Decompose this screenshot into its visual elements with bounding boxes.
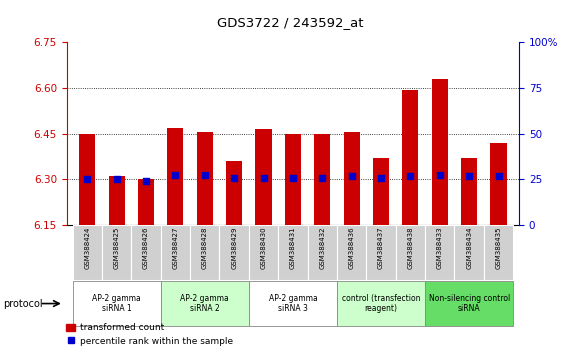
Bar xyxy=(343,132,360,225)
Text: GSM388431: GSM388431 xyxy=(290,227,296,269)
Bar xyxy=(79,133,95,225)
Point xyxy=(494,173,503,179)
Text: GSM388433: GSM388433 xyxy=(437,227,443,269)
Bar xyxy=(425,225,455,280)
Bar xyxy=(491,143,506,225)
Point xyxy=(288,175,298,181)
Bar xyxy=(307,225,337,280)
Bar xyxy=(337,225,367,280)
Bar xyxy=(314,133,331,225)
Text: GSM388434: GSM388434 xyxy=(466,227,472,269)
Point xyxy=(347,173,356,179)
Bar xyxy=(461,158,477,225)
Text: protocol: protocol xyxy=(3,298,42,309)
Text: GSM388430: GSM388430 xyxy=(260,227,267,269)
Point xyxy=(259,175,268,181)
Bar xyxy=(278,225,307,280)
Point xyxy=(142,178,151,184)
Text: GSM388436: GSM388436 xyxy=(349,227,354,269)
Point xyxy=(376,175,386,181)
FancyBboxPatch shape xyxy=(161,281,249,326)
Text: GSM388432: GSM388432 xyxy=(319,227,325,269)
Text: GSM388425: GSM388425 xyxy=(114,227,119,269)
Text: AP-2 gamma
siRNA 1: AP-2 gamma siRNA 1 xyxy=(92,294,141,313)
Bar xyxy=(167,127,183,225)
Point xyxy=(465,173,474,179)
Bar xyxy=(249,225,278,280)
Text: GSM388427: GSM388427 xyxy=(172,227,179,269)
Bar xyxy=(373,158,389,225)
FancyBboxPatch shape xyxy=(425,281,513,326)
Bar xyxy=(72,225,102,280)
Text: GSM388435: GSM388435 xyxy=(495,227,502,269)
FancyBboxPatch shape xyxy=(337,281,425,326)
Text: GDS3722 / 243592_at: GDS3722 / 243592_at xyxy=(217,16,363,29)
Bar xyxy=(190,225,219,280)
Bar xyxy=(102,225,131,280)
Bar xyxy=(403,90,419,225)
Point xyxy=(318,175,327,181)
Bar xyxy=(367,225,396,280)
Text: Non-silencing control
siRNA: Non-silencing control siRNA xyxy=(429,294,510,313)
Text: control (transfection
reagent): control (transfection reagent) xyxy=(342,294,420,313)
FancyBboxPatch shape xyxy=(72,281,161,326)
Point xyxy=(200,172,209,177)
Bar xyxy=(226,161,242,225)
Bar xyxy=(108,176,125,225)
Bar xyxy=(432,79,448,225)
Bar xyxy=(197,132,213,225)
Text: GSM388426: GSM388426 xyxy=(143,227,149,269)
Point xyxy=(435,172,444,177)
Bar xyxy=(131,225,161,280)
Text: AP-2 gamma
siRNA 2: AP-2 gamma siRNA 2 xyxy=(180,294,229,313)
Bar xyxy=(285,133,301,225)
Point xyxy=(406,173,415,179)
Text: AP-2 gamma
siRNA 3: AP-2 gamma siRNA 3 xyxy=(269,294,317,313)
Bar xyxy=(484,225,513,280)
Bar xyxy=(255,129,271,225)
Point xyxy=(82,176,92,182)
Text: GSM388428: GSM388428 xyxy=(202,227,208,269)
Point xyxy=(230,175,239,181)
Point xyxy=(112,176,121,182)
Bar xyxy=(219,225,249,280)
Text: GSM388437: GSM388437 xyxy=(378,227,384,269)
Text: GSM388424: GSM388424 xyxy=(84,227,90,269)
Text: GSM388429: GSM388429 xyxy=(231,227,237,269)
Bar xyxy=(455,225,484,280)
Point xyxy=(171,172,180,177)
Bar xyxy=(396,225,425,280)
Bar xyxy=(161,225,190,280)
FancyBboxPatch shape xyxy=(249,281,337,326)
Legend: transformed count, percentile rank within the sample: transformed count, percentile rank withi… xyxy=(63,320,237,349)
Text: GSM388438: GSM388438 xyxy=(407,227,414,269)
Bar xyxy=(138,179,154,225)
